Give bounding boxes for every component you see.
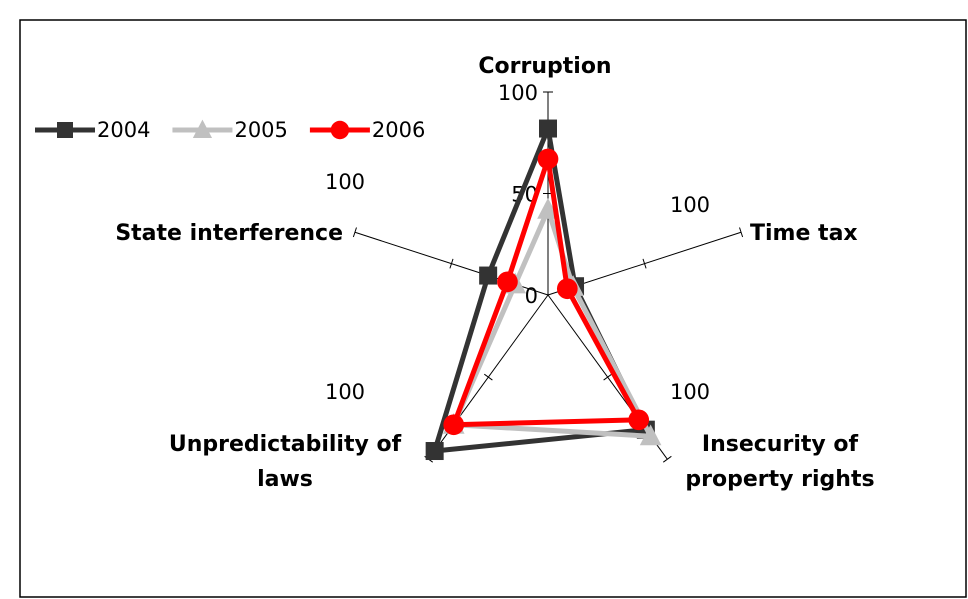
- legend-label: 2005: [234, 118, 287, 142]
- series-line: [451, 207, 654, 439]
- tick-mark: [739, 227, 744, 238]
- tick-label: 100: [498, 81, 538, 105]
- marker: [497, 271, 518, 293]
- tick-label: 100: [670, 380, 710, 404]
- tick-mark: [662, 455, 672, 463]
- tick-label: 0: [525, 284, 538, 308]
- tick-label: 100: [325, 380, 365, 404]
- legend-marker: [57, 122, 73, 138]
- marker: [425, 442, 444, 461]
- chart-frame: [19, 19, 967, 598]
- marker: [539, 119, 557, 138]
- tick-label: 100: [325, 170, 365, 194]
- category-label: Corruption: [478, 54, 611, 79]
- marker: [443, 414, 465, 436]
- tick-mark: [449, 258, 454, 269]
- marker: [537, 148, 559, 170]
- tick-label: 100: [670, 193, 710, 217]
- marker: [628, 409, 650, 431]
- category-label: State interference: [115, 221, 343, 246]
- legend-marker: [192, 119, 213, 138]
- marker: [556, 278, 578, 300]
- tick-mark: [603, 373, 612, 381]
- category-label: Time tax: [750, 221, 858, 246]
- marker: [479, 266, 498, 285]
- category-label: Unpredictability of laws: [169, 432, 402, 492]
- marker: [537, 198, 559, 219]
- tick-mark: [352, 227, 357, 238]
- tick-mark: [642, 258, 647, 269]
- legend-marker: [330, 120, 350, 140]
- marker: [639, 424, 662, 446]
- tick-mark: [484, 373, 493, 381]
- series-line: [451, 156, 642, 428]
- legend-label: 2004: [97, 118, 150, 142]
- series-line: [432, 126, 649, 454]
- category-label: Insecurity of property rights: [685, 432, 874, 492]
- legend-label: 2006: [372, 118, 425, 142]
